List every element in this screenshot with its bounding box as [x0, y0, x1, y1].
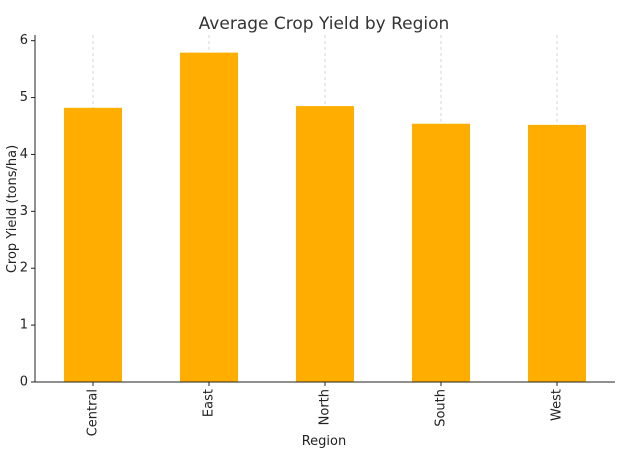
y-tick-label-5: 5 — [20, 90, 28, 105]
bar-west — [528, 124, 586, 382]
y-tick-label-0: 0 — [20, 375, 28, 390]
bar-south — [412, 123, 470, 383]
bar-east — [180, 52, 238, 382]
x-axis-label: Region — [302, 434, 347, 449]
x-tick-label-east: East — [202, 389, 217, 417]
chart-title: Average Crop Yield by Region — [199, 14, 450, 34]
x-axis-ticks: Central East North South West — [86, 382, 565, 436]
bars — [64, 52, 586, 383]
y-tick-label-4: 4 — [20, 147, 28, 162]
y-tick-label-1: 1 — [20, 318, 28, 333]
y-axis-ticks: 0 1 2 3 4 5 6 — [20, 33, 35, 390]
x-tick-label-west: West — [550, 389, 565, 421]
x-tick-label-north: North — [318, 389, 333, 425]
bar-central — [64, 107, 122, 383]
x-tick-label-south: South — [434, 389, 449, 427]
y-tick-label-6: 6 — [20, 33, 28, 48]
y-tick-label-2: 2 — [20, 261, 28, 276]
y-axis-label: Crop Yield (tons/ha) — [5, 145, 20, 273]
y-tick-label-3: 3 — [20, 204, 28, 219]
x-tick-label-central: Central — [86, 389, 101, 436]
bar-north — [296, 106, 354, 382]
